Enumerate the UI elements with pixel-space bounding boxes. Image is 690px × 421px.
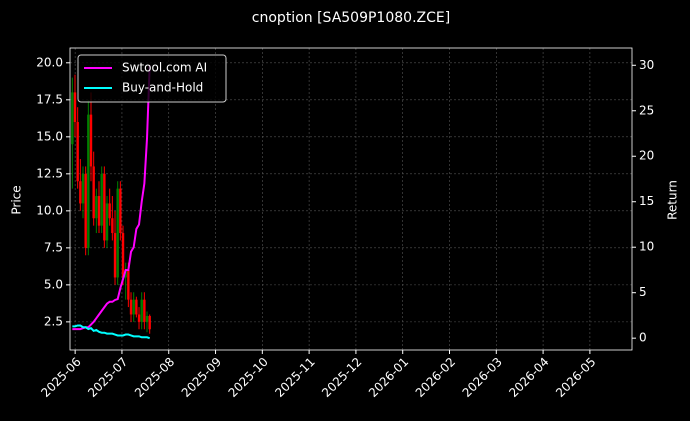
x-tick-label: 2026-01 — [366, 355, 411, 400]
x-tick-label: 2026-04 — [506, 355, 551, 400]
y-tick-label: 10.0 — [36, 203, 63, 217]
x-tick-label: 2025-10 — [226, 355, 271, 400]
x-tick-label: 2025-08 — [132, 355, 177, 400]
candle-body — [81, 173, 85, 204]
y-tick-label: 7.5 — [44, 240, 63, 254]
x-tick-label: 2026-02 — [413, 355, 458, 400]
candle-body — [111, 218, 114, 234]
candle-body — [129, 299, 133, 315]
x-tick-label: 2026-05 — [553, 355, 598, 400]
candle-body — [145, 315, 149, 322]
y-tick-label: 15.0 — [36, 129, 63, 143]
candle-body — [143, 299, 146, 322]
candle-body — [89, 114, 93, 167]
chart-title: cnoption [SA509P1080.ZCE] — [252, 10, 450, 26]
y2-tick-label: 20 — [639, 149, 654, 163]
candle-body — [73, 92, 77, 123]
candle-body — [87, 114, 90, 248]
candle-body — [95, 196, 98, 219]
candle-body — [103, 173, 106, 241]
candle-body — [108, 203, 111, 219]
y-tick-label: 20.0 — [36, 55, 63, 69]
candle-body — [76, 122, 79, 182]
y-tick-label: 17.5 — [36, 92, 63, 106]
legend-box — [77, 54, 227, 103]
candle-body — [148, 315, 151, 330]
candle-body — [92, 166, 95, 219]
y-tick-label: 12.5 — [36, 166, 63, 180]
y-tick-label: 5.0 — [44, 277, 63, 291]
line-series — [72, 324, 151, 340]
y2-tick-label: 15 — [639, 194, 654, 208]
y2-tick-label: 25 — [639, 103, 654, 117]
candle-body — [132, 299, 135, 315]
legend-label: Swtool.com AI — [122, 61, 207, 75]
candle-body — [71, 92, 74, 145]
candle-body — [116, 188, 119, 278]
x-tick-label: 2025-09 — [179, 355, 224, 400]
y2-tick-label: 0 — [639, 331, 647, 345]
x-tick-label: 2025-06 — [38, 355, 83, 400]
y2-tick-label: 30 — [639, 58, 654, 72]
candle-body — [135, 299, 138, 315]
candle-body — [84, 173, 87, 248]
y2-axis-label: Return — [666, 180, 680, 220]
plot-frame — [69, 47, 633, 351]
candle-body — [119, 188, 122, 234]
y-axis-label: Price — [10, 185, 24, 214]
candle-body — [137, 314, 141, 322]
candle-body — [97, 196, 101, 226]
candle-body — [113, 233, 117, 278]
candle-body — [79, 181, 82, 204]
x-tick-label: 2025-12 — [319, 355, 364, 400]
x-tick-label: 2026-03 — [460, 355, 505, 400]
y2-tick-label: 10 — [639, 240, 654, 254]
x-tick-label: 2025-11 — [272, 355, 317, 400]
candle-body — [127, 270, 130, 300]
candle-body — [140, 299, 143, 322]
y-tick-label: 2.5 — [44, 314, 63, 328]
candle-body — [124, 270, 127, 278]
candle-body — [105, 203, 109, 241]
candle-body — [121, 233, 125, 278]
legend-label: Buy-and-Hold — [122, 81, 203, 95]
y2-tick-label: 5 — [639, 285, 647, 299]
x-tick-label: 2025-07 — [85, 355, 130, 400]
candle-body — [100, 173, 103, 226]
